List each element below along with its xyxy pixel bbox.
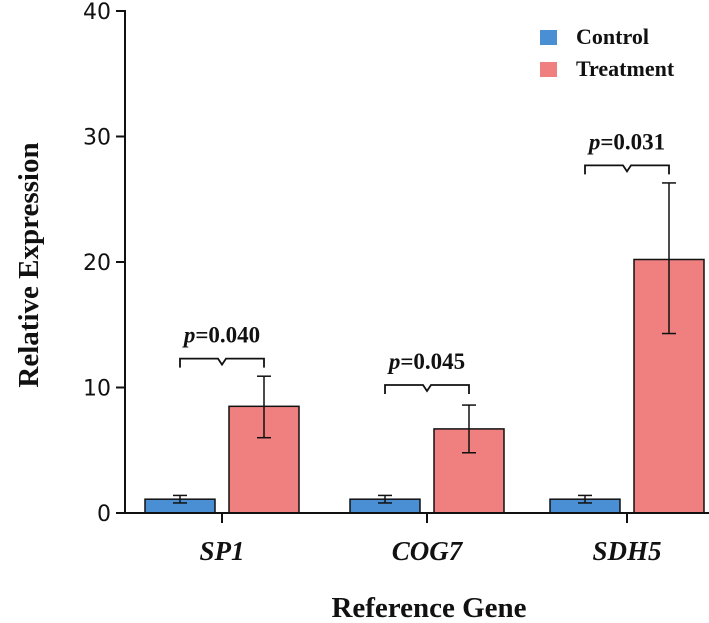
y-tick-label: 0: [97, 502, 111, 527]
legend-swatch-treatment: [540, 62, 557, 77]
y-tick-label: 20: [83, 251, 111, 276]
p-value-number: =0.040: [195, 323, 260, 348]
y-tick-label: 10: [83, 377, 111, 402]
x-axis-title: Reference Gene: [331, 592, 526, 623]
p-value-symbol: p: [387, 349, 401, 374]
p-value-number: =0.031: [600, 129, 665, 154]
x-tick-label: SP1: [199, 536, 244, 566]
legend: Control Treatment: [540, 24, 675, 81]
p-value-label: p=0.040: [182, 323, 260, 348]
significance-bracket: [179, 357, 265, 368]
p-value-symbol: p: [182, 323, 196, 348]
p-value-number: =0.045: [400, 349, 465, 374]
axes: 0 10 20 30 40 SP1 COG7 SDH5: [83, 0, 709, 566]
p-value-label: p=0.045: [387, 349, 465, 374]
p-value-symbol: p: [587, 129, 601, 154]
x-tick-label: SDH5: [592, 536, 661, 566]
p-value-label: p=0.031: [587, 129, 665, 154]
x-tick-label: COG7: [392, 536, 464, 566]
legend-swatch-control: [540, 30, 557, 45]
y-axis-title: Relative Expression: [13, 142, 45, 387]
significance-bracket: [584, 164, 670, 175]
y-tick-label: 30: [83, 126, 111, 151]
legend-label-treatment: Treatment: [576, 56, 675, 81]
y-tick-label: 40: [83, 0, 111, 25]
significance-bracket: [384, 384, 470, 394]
legend-label-control: Control: [576, 24, 649, 49]
